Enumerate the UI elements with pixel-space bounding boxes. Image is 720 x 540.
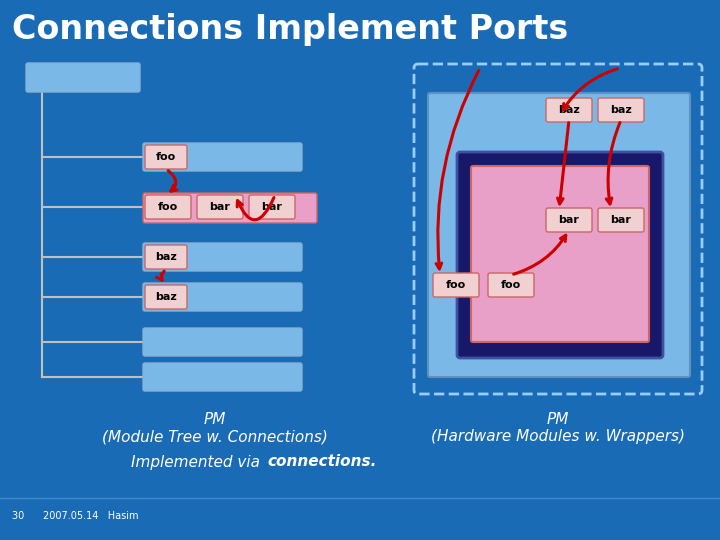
FancyBboxPatch shape [143,193,317,223]
FancyBboxPatch shape [197,195,243,219]
FancyBboxPatch shape [143,283,302,311]
FancyBboxPatch shape [143,143,302,171]
Text: foo: foo [501,280,521,290]
Text: baz: baz [610,105,632,115]
FancyBboxPatch shape [598,208,644,232]
Text: bar: bar [559,215,580,225]
FancyBboxPatch shape [433,273,479,297]
Text: bar: bar [261,202,282,212]
FancyBboxPatch shape [598,98,644,122]
Text: foo: foo [158,202,178,212]
Text: connections.: connections. [267,455,377,469]
Text: bar: bar [210,202,230,212]
FancyBboxPatch shape [145,195,191,219]
Text: PM
(Module Tree w. Connections): PM (Module Tree w. Connections) [102,412,328,444]
FancyBboxPatch shape [143,363,302,391]
Text: foo: foo [156,152,176,162]
FancyBboxPatch shape [143,328,302,356]
Text: Implemented via: Implemented via [131,455,265,469]
FancyBboxPatch shape [249,195,295,219]
FancyBboxPatch shape [471,166,649,342]
FancyBboxPatch shape [546,208,592,232]
Text: foo: foo [446,280,466,290]
FancyBboxPatch shape [546,98,592,122]
FancyBboxPatch shape [428,93,690,377]
Text: baz: baz [155,292,177,302]
Text: bar: bar [611,215,631,225]
Text: baz: baz [155,252,177,262]
FancyBboxPatch shape [457,152,663,358]
Text: Connections Implement Ports: Connections Implement Ports [12,14,568,46]
Text: PM
(Hardware Modules w. Wrappers): PM (Hardware Modules w. Wrappers) [431,412,685,444]
FancyBboxPatch shape [145,245,187,269]
FancyBboxPatch shape [145,285,187,309]
FancyBboxPatch shape [26,63,140,92]
FancyBboxPatch shape [488,273,534,297]
Text: 30      2007.05.14   Hasim: 30 2007.05.14 Hasim [12,511,138,521]
FancyBboxPatch shape [145,145,187,169]
FancyBboxPatch shape [143,243,302,271]
Text: baz: baz [558,105,580,115]
